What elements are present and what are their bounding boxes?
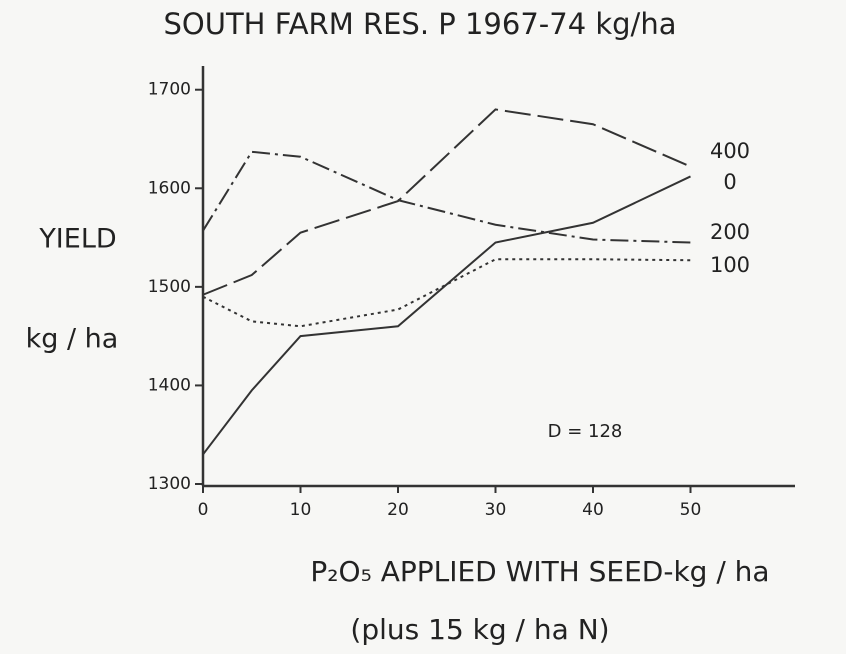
- y-tick-label: 1500: [148, 277, 191, 297]
- y-tick-label: 1700: [148, 80, 191, 100]
- series-line: [202, 258, 691, 328]
- series-label: 200: [710, 220, 750, 244]
- series-label: 0: [723, 170, 736, 194]
- x-axis-label: (plus 15 kg / ha N): [350, 613, 609, 646]
- y-axis-label: kg / ha: [26, 324, 119, 355]
- x-tick-label: 50: [680, 500, 702, 520]
- x-tick-label: 40: [582, 500, 604, 520]
- series-label: 100: [710, 253, 750, 277]
- series-line: [202, 108, 691, 296]
- annotation: D = 128: [548, 421, 623, 442]
- chart-title: SOUTH FARM RES. P 1967-74 kg/ha: [164, 7, 677, 41]
- y-tick-label: 1300: [148, 474, 191, 494]
- x-tick-label: 20: [387, 500, 409, 520]
- x-axis-label: P₂O₅ APPLIED WITH SEED-kg / ha: [310, 555, 769, 588]
- series-line: [202, 175, 691, 456]
- series-line: [202, 150, 691, 244]
- y-tick-label: 1400: [148, 375, 191, 395]
- y-tick-label: 1600: [148, 178, 191, 198]
- x-tick-label: 0: [198, 500, 209, 520]
- x-tick-label: 10: [290, 500, 312, 520]
- x-tick-label: 30: [485, 500, 507, 520]
- series-label: 400: [710, 139, 750, 163]
- y-axis-label: YIELD: [38, 224, 116, 255]
